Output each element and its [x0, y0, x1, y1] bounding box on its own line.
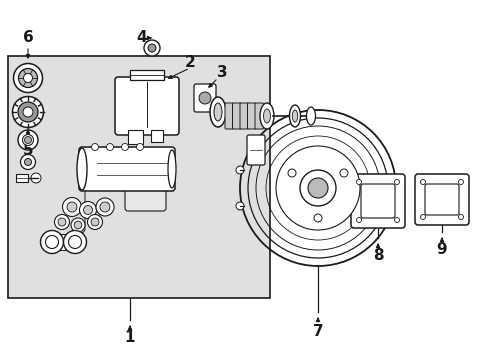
Circle shape	[58, 218, 66, 226]
Circle shape	[71, 218, 85, 232]
Text: 5: 5	[22, 143, 33, 158]
FancyBboxPatch shape	[414, 174, 468, 225]
Circle shape	[275, 146, 359, 230]
Ellipse shape	[263, 109, 270, 123]
Circle shape	[136, 144, 143, 150]
Text: 6: 6	[22, 31, 33, 45]
Bar	[151, 130, 163, 142]
FancyBboxPatch shape	[240, 103, 248, 129]
FancyBboxPatch shape	[194, 84, 216, 112]
Circle shape	[14, 63, 42, 93]
Ellipse shape	[168, 150, 176, 188]
Text: 1: 1	[124, 330, 135, 346]
Circle shape	[148, 44, 156, 52]
Circle shape	[83, 206, 92, 215]
FancyBboxPatch shape	[246, 135, 264, 165]
Circle shape	[356, 180, 361, 185]
Circle shape	[394, 180, 399, 185]
FancyBboxPatch shape	[424, 184, 458, 215]
Ellipse shape	[289, 105, 300, 127]
Circle shape	[18, 130, 38, 150]
Circle shape	[62, 198, 81, 216]
Circle shape	[143, 40, 160, 56]
Text: 8: 8	[372, 248, 383, 262]
Circle shape	[23, 73, 32, 82]
Circle shape	[100, 202, 110, 212]
FancyBboxPatch shape	[79, 147, 175, 191]
Text: 9: 9	[436, 243, 447, 257]
Bar	[16, 174, 28, 182]
Circle shape	[91, 218, 99, 226]
Bar	[130, 70, 163, 80]
Ellipse shape	[209, 97, 225, 127]
Circle shape	[313, 214, 321, 222]
Text: 2: 2	[184, 54, 195, 69]
Circle shape	[236, 166, 244, 174]
FancyBboxPatch shape	[115, 77, 179, 135]
Circle shape	[420, 180, 425, 185]
Text: 4: 4	[137, 31, 147, 45]
Circle shape	[420, 215, 425, 220]
Circle shape	[80, 202, 96, 219]
Circle shape	[458, 180, 463, 185]
FancyBboxPatch shape	[125, 150, 165, 211]
Ellipse shape	[260, 103, 273, 129]
FancyBboxPatch shape	[232, 103, 241, 129]
Circle shape	[63, 230, 86, 253]
Circle shape	[299, 170, 335, 206]
Bar	[128, 130, 142, 144]
FancyBboxPatch shape	[247, 103, 256, 129]
FancyBboxPatch shape	[350, 174, 404, 228]
Circle shape	[41, 230, 63, 253]
FancyBboxPatch shape	[360, 184, 394, 218]
Circle shape	[287, 169, 295, 177]
Circle shape	[96, 198, 114, 216]
Circle shape	[87, 215, 102, 230]
Ellipse shape	[214, 103, 222, 121]
Circle shape	[22, 135, 34, 145]
Circle shape	[24, 136, 31, 144]
Circle shape	[458, 215, 463, 220]
Circle shape	[18, 102, 38, 122]
Text: 7: 7	[312, 324, 323, 339]
Circle shape	[356, 217, 361, 222]
Circle shape	[31, 173, 41, 183]
Circle shape	[339, 169, 347, 177]
Circle shape	[13, 96, 43, 127]
Circle shape	[199, 92, 210, 104]
Circle shape	[74, 221, 81, 229]
Circle shape	[54, 215, 69, 230]
Text: 3: 3	[216, 64, 227, 80]
Ellipse shape	[292, 110, 297, 122]
Bar	[8, 56, 269, 298]
Ellipse shape	[306, 107, 315, 125]
Circle shape	[121, 144, 128, 150]
Circle shape	[24, 158, 31, 166]
FancyBboxPatch shape	[224, 103, 233, 129]
Circle shape	[106, 144, 113, 150]
Circle shape	[307, 178, 327, 198]
Circle shape	[394, 217, 399, 222]
Circle shape	[23, 107, 33, 117]
Circle shape	[67, 202, 77, 212]
Circle shape	[236, 202, 244, 210]
FancyBboxPatch shape	[254, 103, 263, 129]
Circle shape	[68, 235, 81, 248]
Circle shape	[19, 68, 38, 87]
Bar	[52, 234, 75, 250]
Circle shape	[91, 144, 98, 150]
Ellipse shape	[77, 148, 87, 190]
Circle shape	[20, 154, 36, 170]
Circle shape	[45, 235, 59, 248]
